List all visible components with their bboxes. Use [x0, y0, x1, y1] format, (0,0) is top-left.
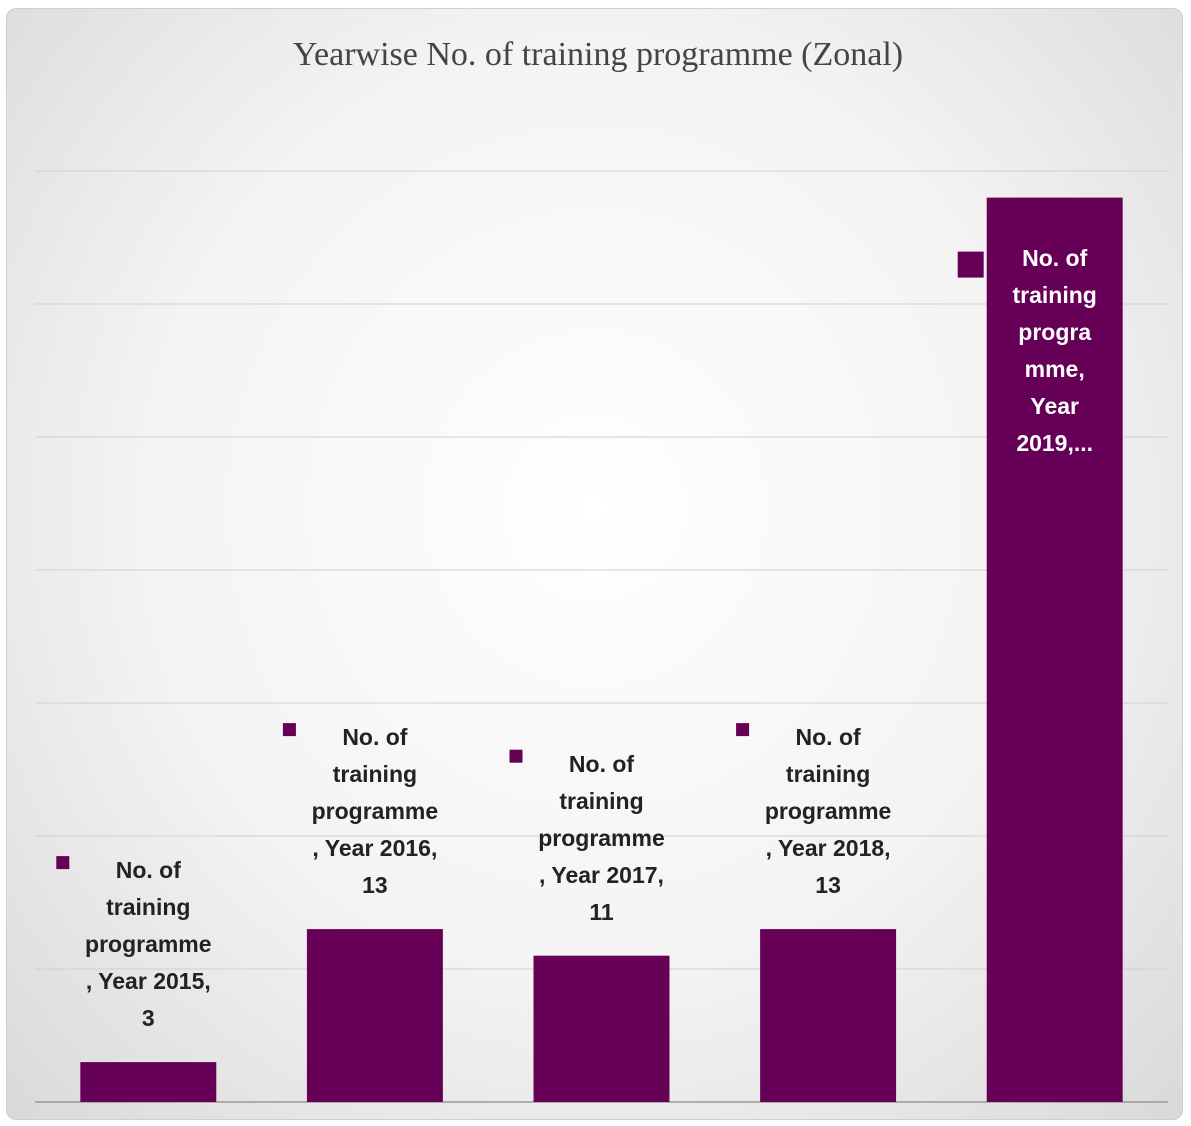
- legend-key: [736, 723, 750, 737]
- legend-key: [957, 251, 984, 278]
- data-label: No. of training programme, Year 2017, 11: [538, 750, 665, 925]
- bar: [80, 1062, 217, 1102]
- bar: [306, 929, 443, 1102]
- legend-key: [509, 749, 523, 763]
- chart-title: Yearwise No. of training programme (Zona…: [293, 36, 903, 73]
- data-label: No. of training programme, Year 2015, 3: [85, 857, 212, 1032]
- bar: [533, 955, 670, 1102]
- data-label: No. of training programme, Year 2018, 13: [764, 724, 892, 899]
- bar: [760, 929, 897, 1102]
- data-label: No. of training programme, Year 2019,...: [1012, 244, 1097, 456]
- legend-key: [282, 723, 296, 737]
- legend-key: [56, 856, 70, 870]
- data-label: No. of training programme, Year 2016, 13: [311, 724, 439, 899]
- bar: [986, 197, 1123, 1103]
